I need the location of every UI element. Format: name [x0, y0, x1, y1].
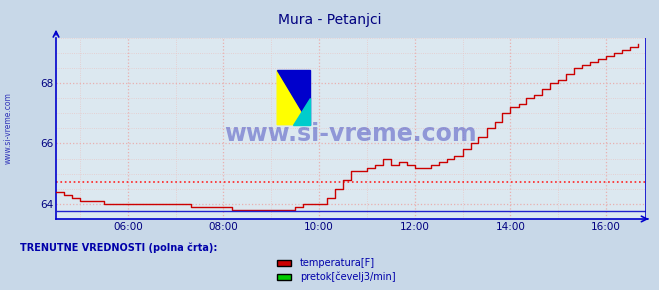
Text: www.si-vreme.com: www.si-vreme.com — [3, 92, 13, 164]
Polygon shape — [277, 70, 310, 125]
Text: www.si-vreme.com: www.si-vreme.com — [225, 122, 477, 146]
Polygon shape — [293, 97, 310, 125]
Text: Mura - Petanjci: Mura - Petanjci — [277, 13, 382, 27]
Polygon shape — [277, 70, 310, 125]
Text: pretok[čevelj3/min]: pretok[čevelj3/min] — [300, 272, 395, 282]
Text: temperatura[F]: temperatura[F] — [300, 258, 375, 268]
Text: TRENUTNE VREDNOSTI (polna črta):: TRENUTNE VREDNOSTI (polna črta): — [20, 242, 217, 253]
